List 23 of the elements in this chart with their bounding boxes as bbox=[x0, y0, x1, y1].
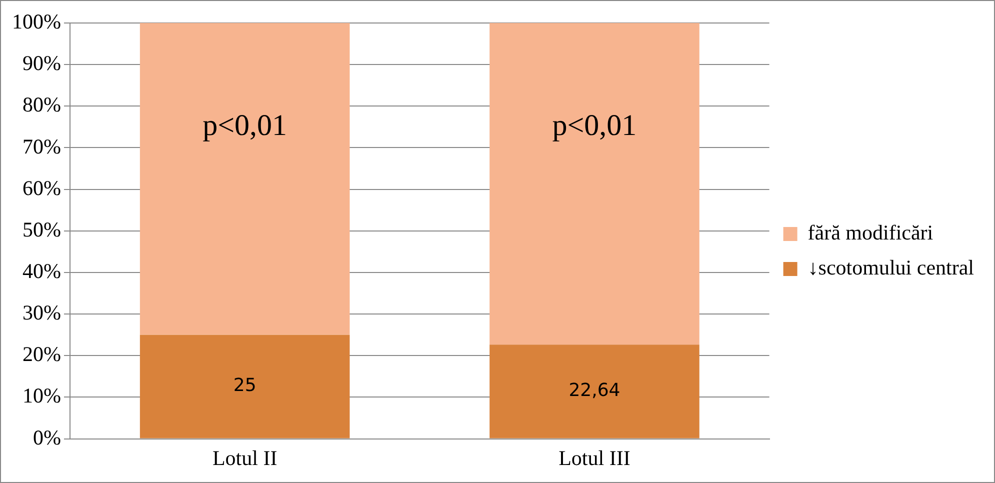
data-label: 22,64 bbox=[568, 380, 620, 402]
y-tick-label: 20% bbox=[22, 342, 61, 366]
annotation: p<0,01 bbox=[552, 108, 637, 142]
y-tick-label: 40% bbox=[22, 258, 61, 283]
legend-label: fără modificări bbox=[808, 220, 934, 245]
y-tick-label: 30% bbox=[22, 300, 61, 325]
annotation: p<0,01 bbox=[202, 108, 288, 142]
x-tick-label: Lotul II bbox=[212, 446, 278, 470]
x-tick-label: Lotul III bbox=[558, 446, 630, 470]
y-tick-label: 0% bbox=[32, 425, 61, 450]
bar bbox=[140, 334, 350, 438]
data-label: 25 bbox=[233, 375, 256, 396]
y-tick-label: 10% bbox=[22, 384, 61, 408]
legend-label: ↓scotomului central bbox=[808, 256, 974, 280]
y-tick-label: 100% bbox=[12, 10, 61, 34]
y-tick-label: 60% bbox=[22, 176, 61, 200]
y-tick-label: 80% bbox=[22, 92, 61, 117]
bar bbox=[490, 344, 700, 438]
y-tick-label: 70% bbox=[22, 134, 61, 158]
bar bbox=[140, 23, 350, 335]
bar bbox=[490, 23, 700, 345]
y-tick-label: 90% bbox=[22, 51, 61, 76]
y-tick-label: 50% bbox=[22, 217, 61, 242]
